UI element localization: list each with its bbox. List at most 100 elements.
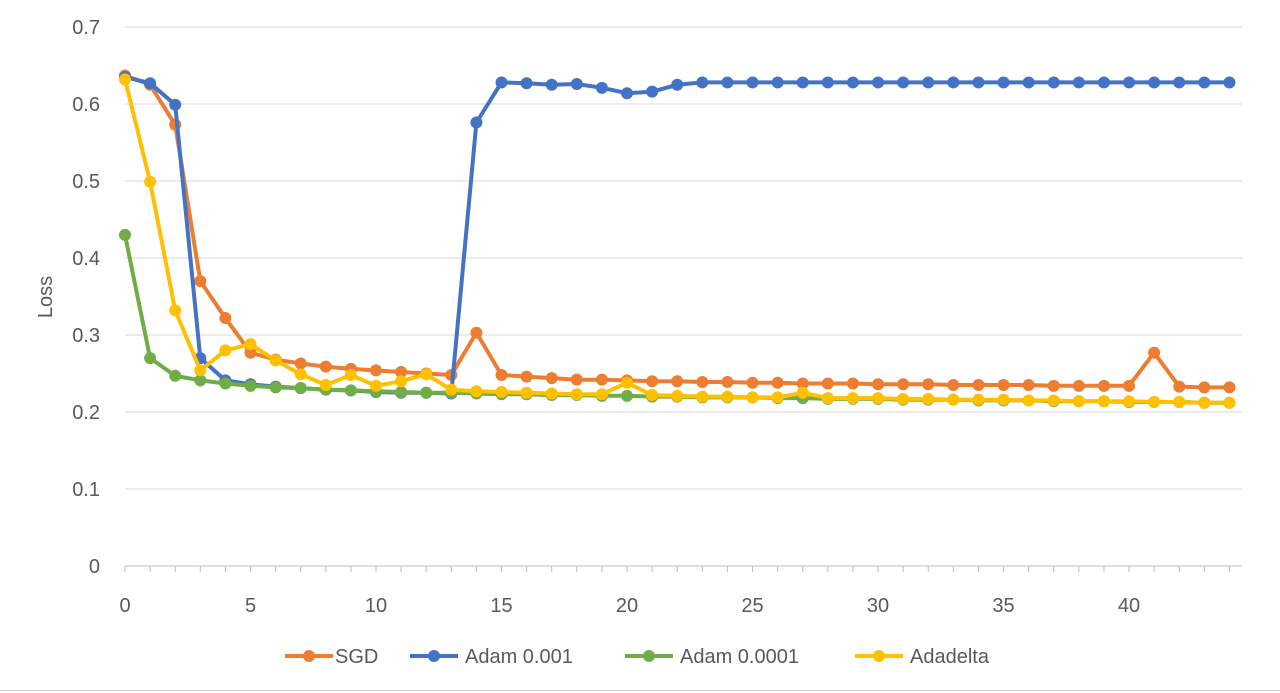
x-tick-label: 0 <box>119 595 130 617</box>
y-axis-title: Loss <box>35 276 57 318</box>
data-point <box>470 385 483 398</box>
data-point <box>445 383 458 396</box>
legend-swatch-marker <box>643 650 655 662</box>
data-point <box>1047 394 1060 407</box>
data-point <box>746 76 759 89</box>
data-point <box>595 373 608 386</box>
data-point <box>1022 379 1035 392</box>
series-adam-0-001 <box>119 71 1236 400</box>
legend-label: Adadelta <box>910 646 990 668</box>
x-tick-label: 40 <box>1118 595 1140 617</box>
data-point <box>570 77 583 90</box>
data-point <box>821 392 834 405</box>
data-point <box>671 375 684 388</box>
data-point <box>119 228 131 241</box>
bottom-divider <box>0 690 1280 691</box>
data-point <box>621 87 634 100</box>
data-point <box>972 76 985 89</box>
data-point <box>746 391 759 404</box>
data-point <box>671 389 684 402</box>
data-point <box>696 375 709 388</box>
data-point <box>1173 76 1186 89</box>
data-point <box>872 392 885 405</box>
data-point <box>294 368 307 381</box>
data-point <box>144 175 157 188</box>
data-point <box>972 379 985 392</box>
data-point <box>219 344 232 357</box>
data-point <box>520 386 533 399</box>
y-tick-label: 0.6 <box>72 94 100 116</box>
x-axis: 0 5 10 15 20 25 30 35 40 <box>119 565 1242 617</box>
data-point <box>721 390 734 403</box>
y-tick-label: 0.7 <box>72 17 100 39</box>
legend-swatch-marker <box>303 650 315 662</box>
data-point <box>1123 379 1136 392</box>
data-point <box>947 76 960 89</box>
legend-item[interactable]: Adam 0.001 <box>410 646 573 668</box>
data-point <box>997 393 1010 406</box>
series-line <box>124 75 1230 396</box>
data-point <box>169 369 182 382</box>
y-tick-label: 0 <box>89 556 100 578</box>
data-point <box>570 388 583 401</box>
data-point <box>395 385 408 398</box>
data-point <box>646 85 659 98</box>
data-point <box>796 377 809 390</box>
data-point <box>796 386 809 399</box>
data-point <box>545 372 558 385</box>
data-point <box>721 76 734 89</box>
data-point <box>1148 395 1161 408</box>
data-point <box>1223 396 1236 409</box>
data-point <box>796 76 809 89</box>
data-point <box>294 382 307 395</box>
data-point <box>1148 346 1161 359</box>
data-point <box>144 352 157 365</box>
data-point <box>1022 394 1035 407</box>
data-point <box>1123 395 1136 408</box>
data-point <box>846 392 859 405</box>
legend-item[interactable]: Adam 0.0001 <box>625 646 799 668</box>
data-point <box>1072 379 1085 392</box>
data-point <box>872 378 885 391</box>
data-point <box>1072 395 1085 408</box>
data-point <box>420 386 433 399</box>
legend-item[interactable]: Adadelta <box>855 646 990 668</box>
legend-label: Adam 0.001 <box>465 646 573 668</box>
data-point <box>1022 76 1035 89</box>
series-adadelta <box>119 73 1236 409</box>
data-point <box>495 385 508 398</box>
legend-item[interactable]: SGD <box>285 646 378 668</box>
x-tick-label: 20 <box>616 595 638 617</box>
data-point <box>771 76 784 89</box>
data-point <box>595 388 608 401</box>
data-point <box>771 376 784 389</box>
data-point <box>545 387 558 400</box>
series-line <box>123 78 1230 405</box>
data-point <box>219 312 232 325</box>
data-point <box>972 393 985 406</box>
data-point <box>621 376 634 389</box>
data-point <box>1223 76 1236 89</box>
data-point <box>344 369 357 382</box>
data-point <box>520 370 533 383</box>
data-point <box>545 78 558 91</box>
legend[interactable]: SGD Adam 0.001 Adam 0.0001 Adadelta <box>285 646 990 668</box>
data-point <box>370 379 383 392</box>
x-tick-label: 25 <box>741 595 763 617</box>
data-point <box>1123 76 1136 89</box>
y-tick-label: 0.4 <box>72 248 100 270</box>
data-point <box>696 390 709 403</box>
data-point <box>646 375 659 388</box>
y-tick-label: 0.3 <box>72 325 100 347</box>
data-point <box>570 373 583 386</box>
series-group <box>119 69 1236 409</box>
data-point <box>922 378 935 391</box>
data-point <box>520 77 533 90</box>
x-tick-label: 30 <box>867 595 889 617</box>
data-point <box>821 377 834 390</box>
data-point <box>846 76 859 89</box>
data-point <box>294 357 307 370</box>
series-line <box>124 73 1230 390</box>
data-point <box>395 375 408 388</box>
data-point <box>169 98 182 111</box>
